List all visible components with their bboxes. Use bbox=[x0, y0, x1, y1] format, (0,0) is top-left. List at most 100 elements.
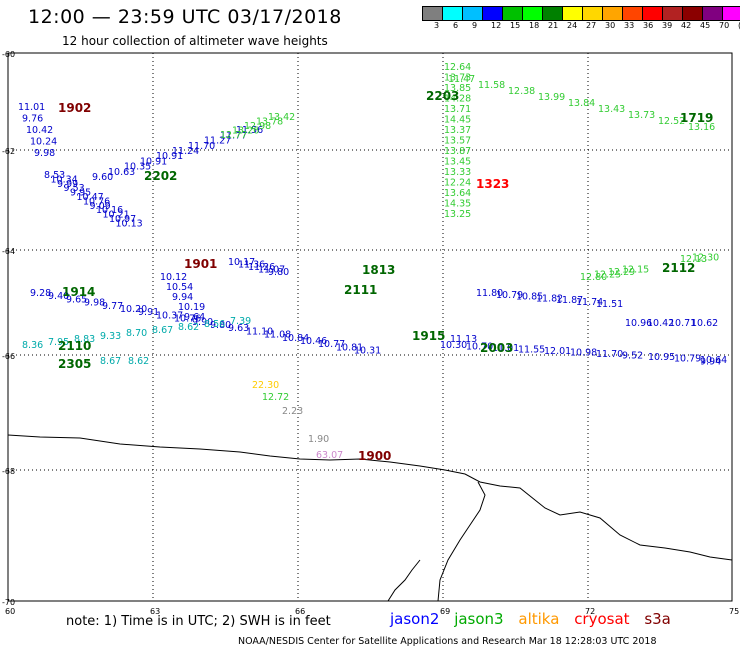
wave-height-value: 9.98 bbox=[34, 148, 55, 159]
lon-label: 75 bbox=[729, 607, 739, 616]
wave-height-value: 9.76 bbox=[22, 114, 43, 125]
colorbar-tick: 18 bbox=[529, 21, 540, 30]
wave-height-value: 10.31 bbox=[354, 346, 381, 357]
colorbar-tick: 70 bbox=[719, 21, 730, 30]
pass-time-label: 1900 bbox=[358, 449, 391, 463]
wave-height-value: 9.63 bbox=[228, 323, 249, 334]
colorbar-swatch bbox=[583, 6, 603, 21]
credit-line: NOAA/NESDIS Center for Satellite Applica… bbox=[238, 636, 657, 647]
colorbar-swatch bbox=[623, 6, 643, 21]
pass-time-label: 2203 bbox=[426, 89, 459, 103]
colorbar-tick: 24 bbox=[567, 21, 578, 30]
pass-time-label: 1915 bbox=[412, 329, 445, 343]
wave-height-value: 9.65 bbox=[66, 294, 87, 305]
wave-height-value: 11.87 bbox=[556, 295, 583, 306]
wave-height-value: 14.35 bbox=[444, 199, 471, 210]
wave-height-value: 9.80 bbox=[210, 320, 231, 331]
wave-height-value: 12.38 bbox=[508, 86, 535, 97]
wave-height-value: 10.42 bbox=[26, 125, 53, 136]
wave-height-value: 10.17 bbox=[228, 257, 255, 268]
pass-time-label: 1901 bbox=[184, 257, 217, 271]
wave-height-value: 9.33 bbox=[100, 331, 121, 342]
wave-height-value: 10.79 bbox=[674, 354, 701, 365]
wave-height-value: 10.76 bbox=[174, 314, 201, 325]
colorbar-tick: 39 bbox=[662, 21, 673, 30]
wave-height-value: 10.96 bbox=[625, 318, 652, 329]
wave-height-value: 11.36 bbox=[238, 260, 265, 271]
wave-height-value: 8.53 bbox=[44, 170, 65, 181]
wave-height-value: 10.64 bbox=[700, 355, 727, 366]
wave-height-value: 10.54 bbox=[166, 282, 193, 293]
wave-height-value: 9.77 bbox=[102, 301, 123, 312]
legend-s3a: s3a bbox=[644, 610, 671, 628]
colorbar-tick: 33 bbox=[624, 21, 635, 30]
wave-height-value: 13.33 bbox=[444, 167, 471, 178]
wave-height-value: 13.73 bbox=[628, 110, 655, 121]
lon-label: 72 bbox=[585, 607, 595, 616]
wave-height-value: 10.30 bbox=[440, 340, 467, 351]
wave-height-value: 12.24 bbox=[444, 178, 471, 189]
wave-height-value: 12.25 bbox=[594, 270, 621, 281]
wave-height-value: 10.97 bbox=[109, 214, 136, 225]
wave-height-value: 9.60 bbox=[92, 172, 113, 183]
wave-height-value: 9.98 bbox=[84, 298, 105, 309]
wave-height-value: 11.74 bbox=[576, 297, 603, 308]
colorbar-swatch bbox=[603, 6, 623, 21]
wave-height-value: 9.52 bbox=[622, 351, 643, 362]
legend-jason2: jason2 bbox=[390, 610, 440, 628]
coastline-inlet bbox=[437, 481, 486, 602]
wave-height-value: 14.45 bbox=[444, 115, 471, 126]
wave-height-value: 10.98 bbox=[570, 348, 597, 359]
wave-height-value: 10.46 bbox=[300, 336, 327, 347]
wave-height-value: 10.21 bbox=[103, 210, 130, 221]
wave-height-value: 12.29 bbox=[608, 267, 635, 278]
legend-altika: altika bbox=[518, 610, 560, 628]
page-title: 12:00 — 23:59 UTC 03/17/2018 bbox=[28, 6, 342, 28]
wave-height-value: 10.13 bbox=[116, 218, 143, 229]
wave-height-value: 11.77 bbox=[220, 130, 247, 141]
coastline-peninsula bbox=[387, 559, 421, 602]
colorbar-swatch bbox=[563, 6, 583, 21]
lat-label: -66 bbox=[2, 352, 15, 361]
pass-time-label: 1902 bbox=[58, 101, 91, 115]
wave-height-value: 11.24 bbox=[172, 146, 199, 157]
wave-height-value: 10.91 bbox=[156, 151, 183, 162]
wave-height-value: 13.42 bbox=[268, 112, 295, 123]
wave-height-value: 12.80 bbox=[580, 272, 607, 283]
wave-height-value: 9.90 bbox=[192, 317, 213, 328]
colorbar-swatch bbox=[663, 6, 683, 21]
colorbar-tick: 45 bbox=[700, 21, 711, 30]
wave-height-value: 11.13 bbox=[450, 334, 477, 345]
wave-height-value: 12.77 bbox=[220, 130, 247, 141]
colorbar-tick: 6 bbox=[453, 21, 459, 30]
pass-time-label: 2305 bbox=[58, 357, 91, 371]
colorbar-tick: (ft) bbox=[738, 21, 740, 30]
wave-height-value: 9.53 bbox=[64, 183, 85, 194]
wave-height-value: 13.16 bbox=[688, 122, 715, 133]
pass-time-label: 1323 bbox=[476, 177, 509, 191]
wave-height-value: 13.43 bbox=[598, 104, 625, 115]
wave-height-value: 1.90 bbox=[308, 434, 329, 445]
wave-height-value: 9.64 bbox=[184, 312, 205, 323]
wave-height-value: 10.19 bbox=[178, 302, 205, 313]
pass-time-label: 2003 bbox=[480, 341, 513, 355]
antarctic-coastline bbox=[7, 434, 733, 561]
wave-height-value: 12.98 bbox=[244, 121, 271, 132]
pass-time-label: 2202 bbox=[144, 169, 177, 183]
wave-height-value: 9.95 bbox=[70, 188, 91, 199]
wave-height-value: 11.70 bbox=[188, 141, 215, 152]
wave-height-value: 13.26 bbox=[232, 126, 259, 137]
wave-height-value: 8.67 bbox=[152, 325, 173, 336]
lon-label: 60 bbox=[5, 607, 15, 616]
wave-height-value: 11.01 bbox=[18, 102, 45, 113]
wave-height-value: 11.47 bbox=[448, 74, 475, 85]
wave-height-value: 11.10 bbox=[246, 326, 273, 337]
satellite-legend: jason2 jason3 altika cryosat s3a bbox=[390, 610, 681, 628]
wave-height-value: 8.62 bbox=[178, 322, 199, 333]
colorbar-swatch bbox=[643, 6, 663, 21]
wave-height-value: 13.64 bbox=[444, 188, 471, 199]
wave-height-value: 11.55 bbox=[518, 345, 545, 356]
wave-height-value: 12.13 bbox=[680, 254, 707, 265]
